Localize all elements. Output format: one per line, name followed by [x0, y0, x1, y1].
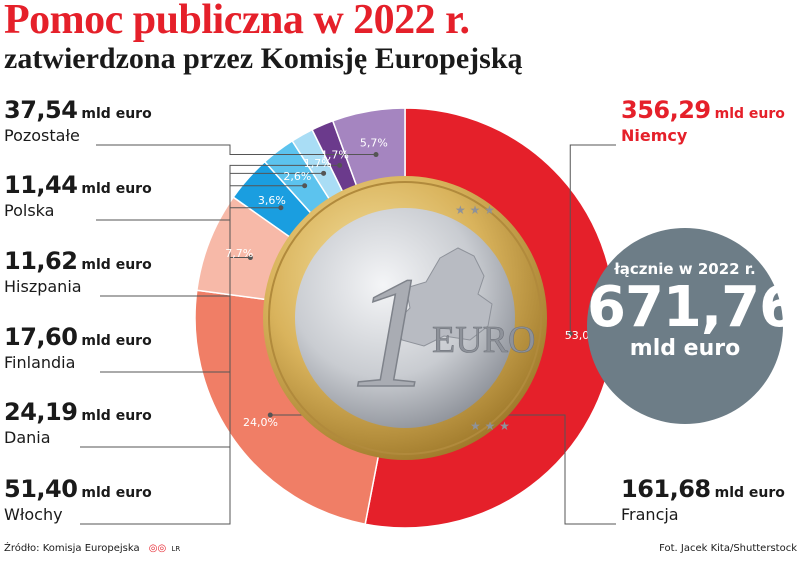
total-caption: łącznie w 2022 r. [614, 260, 756, 278]
leader-line-wlochy [80, 257, 251, 525]
percent-labels: 53,0%24,0%7,7%3,6%2,6%1,7%1,7%5,7% [225, 137, 599, 429]
leader-line-niemcy [569, 144, 616, 334]
publisher-logo-icon: ◎◎ [148, 543, 167, 554]
value-polska: 11,44 [4, 171, 78, 199]
leader-dot-wlochy [247, 255, 253, 261]
name-wlochy: Włochy [4, 505, 63, 524]
value-dania: 24,19 [4, 398, 78, 426]
publisher-logo-text: LR [171, 545, 181, 553]
total-unit: mld euro [629, 336, 741, 361]
label-polska: 11,44 mld euro Polska [4, 171, 152, 220]
leader-dot-finlandia [302, 183, 308, 189]
name-dania: Dania [4, 428, 51, 447]
coin-rim [268, 181, 542, 455]
unit-pozostale: mld euro [81, 106, 152, 122]
percent-label-wlochy: 7,7% [225, 247, 253, 260]
label-wlochy: 51,40 mld euro Włochy [4, 475, 152, 524]
unit-francja: mld euro [714, 485, 785, 501]
value-wlochy: 51,40 [4, 475, 78, 503]
percent-label-francja: 24,0% [243, 416, 278, 429]
unit-polska: mld euro [81, 181, 152, 197]
svg-text:★ ★ ★: ★ ★ ★ [470, 419, 510, 433]
label-finlandia: 17,60 mld euro Finlandia [4, 323, 152, 372]
label-francja: 161,68 mld euro Francja [621, 475, 785, 524]
value-pozostale: 37,54 [4, 96, 78, 124]
value-niemcy: 356,29 [621, 96, 711, 124]
name-niemcy: Niemcy [621, 126, 688, 145]
unit-wlochy: mld euro [81, 485, 152, 501]
label-dania: 24,19 mld euro Dania [4, 398, 152, 447]
chart-title: Pomoc publiczna w 2022 r. [4, 0, 470, 43]
name-hiszpania: Hiszpania [4, 277, 82, 296]
chart-subtitle: zatwierdzona przez Komisję Europejską [4, 42, 523, 75]
percent-label-dania: 3,6% [258, 194, 286, 207]
svg-text:★ ★ ★: ★ ★ ★ [455, 203, 495, 217]
percent-label-finlandia: 2,6% [283, 170, 311, 183]
total-value: 671,76 [587, 275, 798, 340]
coin-stars: ★ ★ ★ ★ ★ ★ [455, 203, 510, 433]
label-niemcy: 356,29 mld euro Niemcy [621, 96, 785, 145]
source-note: Źródło: Komisja Europejska ◎◎ LR [4, 543, 180, 554]
leader-dot-niemcy [567, 331, 573, 337]
unit-hiszpania: mld euro [81, 257, 152, 273]
unit-dania: mld euro [81, 408, 152, 424]
name-finlandia: Finlandia [4, 353, 76, 372]
name-francja: Francja [621, 505, 679, 524]
photo-credit: Fot. Jacek Kita/Shutterstock [659, 543, 797, 554]
unit-finlandia: mld euro [81, 333, 152, 349]
europe-map-shape [395, 247, 493, 347]
leader-dot-francja [267, 412, 273, 418]
label-hiszpania: 11,62 mld euro Hiszpania [4, 247, 152, 296]
percent-label-pozostale: 5,7% [360, 137, 388, 150]
leader-dot-pozostale [373, 152, 379, 158]
label-pozostale: 37,54 mld euro Pozostałe [4, 96, 152, 145]
value-francja: 161,68 [621, 475, 711, 503]
leader-dot-dania [278, 205, 284, 211]
leader-dot-polska [337, 162, 343, 168]
value-finlandia: 17,60 [4, 323, 78, 351]
leader-line-pozostale [96, 144, 377, 156]
unit-niemcy: mld euro [714, 106, 785, 122]
percent-label-hiszpania: 1,7% [304, 157, 332, 170]
coin-numeral: 1 [352, 243, 432, 421]
percent-label-polska: 1,7% [321, 148, 349, 161]
source-text: Źródło: Komisja Europejska [4, 543, 140, 554]
name-pozostale: Pozostałe [4, 126, 80, 145]
value-hiszpania: 11,62 [4, 247, 78, 275]
coin-euro-text: EURO [432, 319, 535, 361]
total-badge: łącznie w 2022 r. 671,76 mld euro [587, 228, 798, 424]
leader-dot-hiszpania [321, 170, 327, 176]
name-polska: Polska [4, 201, 55, 220]
euro-coin-image: 1 EURO ★ ★ ★ ★ ★ ★ [263, 176, 547, 460]
